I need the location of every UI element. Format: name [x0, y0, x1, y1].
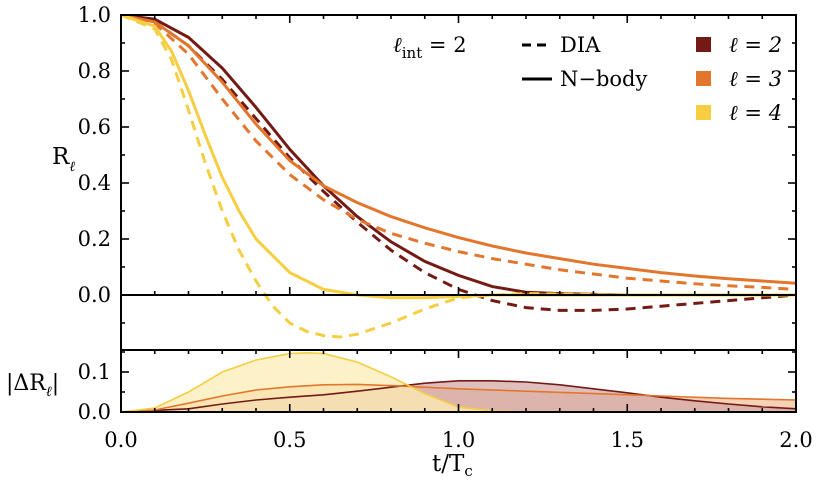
legend-l3-swatch — [696, 71, 711, 86]
legend-dia-label: DIA — [560, 33, 601, 57]
nbody-line-l3 — [121, 15, 796, 285]
y-axis-label-bottom: |ΔRℓ| — [6, 371, 59, 400]
delta-line-l3 — [121, 383, 796, 412]
x-tick-label: 0.5 — [273, 428, 306, 452]
y-tick-label: 0.4 — [78, 171, 111, 195]
color-legend: ℓ = 2 ℓ = 3 ℓ = 4 — [696, 33, 782, 125]
top-panel-frame — [120, 14, 797, 351]
x-tick-label: 1.5 — [611, 428, 644, 452]
legend-l4-label: ℓ = 4 — [729, 101, 782, 125]
nbody-line-l2 — [121, 15, 796, 297]
y-tick-label: 0.1 — [78, 360, 111, 384]
y-tick-label: 1.0 — [78, 3, 111, 27]
legend-l4-swatch — [696, 105, 711, 120]
bottom-panel — [120, 349, 797, 413]
x-tick-label: 2.0 — [779, 428, 812, 452]
ell-int-annotation: ℓint = 2 — [393, 33, 467, 62]
legend-nbody-label: N−body — [560, 67, 647, 91]
y-tick-label: 0.0 — [78, 283, 111, 307]
top-panel — [120, 14, 797, 351]
y-axis-label-top: Rℓ — [52, 144, 75, 175]
x-tick-label: 0.0 — [104, 428, 137, 452]
legend-l2-swatch — [696, 37, 711, 52]
dia-line-l3 — [121, 15, 796, 291]
delta-line-l2 — [121, 380, 796, 412]
legend-l2-label: ℓ = 2 — [729, 33, 782, 57]
y-tick-label: 0.6 — [78, 115, 111, 139]
x-axis-label: t/Tc — [432, 451, 473, 480]
y-tick-label: 0.8 — [78, 59, 111, 83]
y-tick-label: 0.2 — [78, 227, 111, 251]
y-tick-label: 0.0 — [78, 400, 111, 424]
legend-l3-label: ℓ = 3 — [729, 67, 782, 91]
nbody-line-l4 — [121, 15, 796, 300]
linestyle-legend: DIA N−body — [522, 33, 647, 91]
dia-line-l2 — [121, 15, 796, 312]
x-tick-label: 1.0 — [442, 428, 475, 452]
